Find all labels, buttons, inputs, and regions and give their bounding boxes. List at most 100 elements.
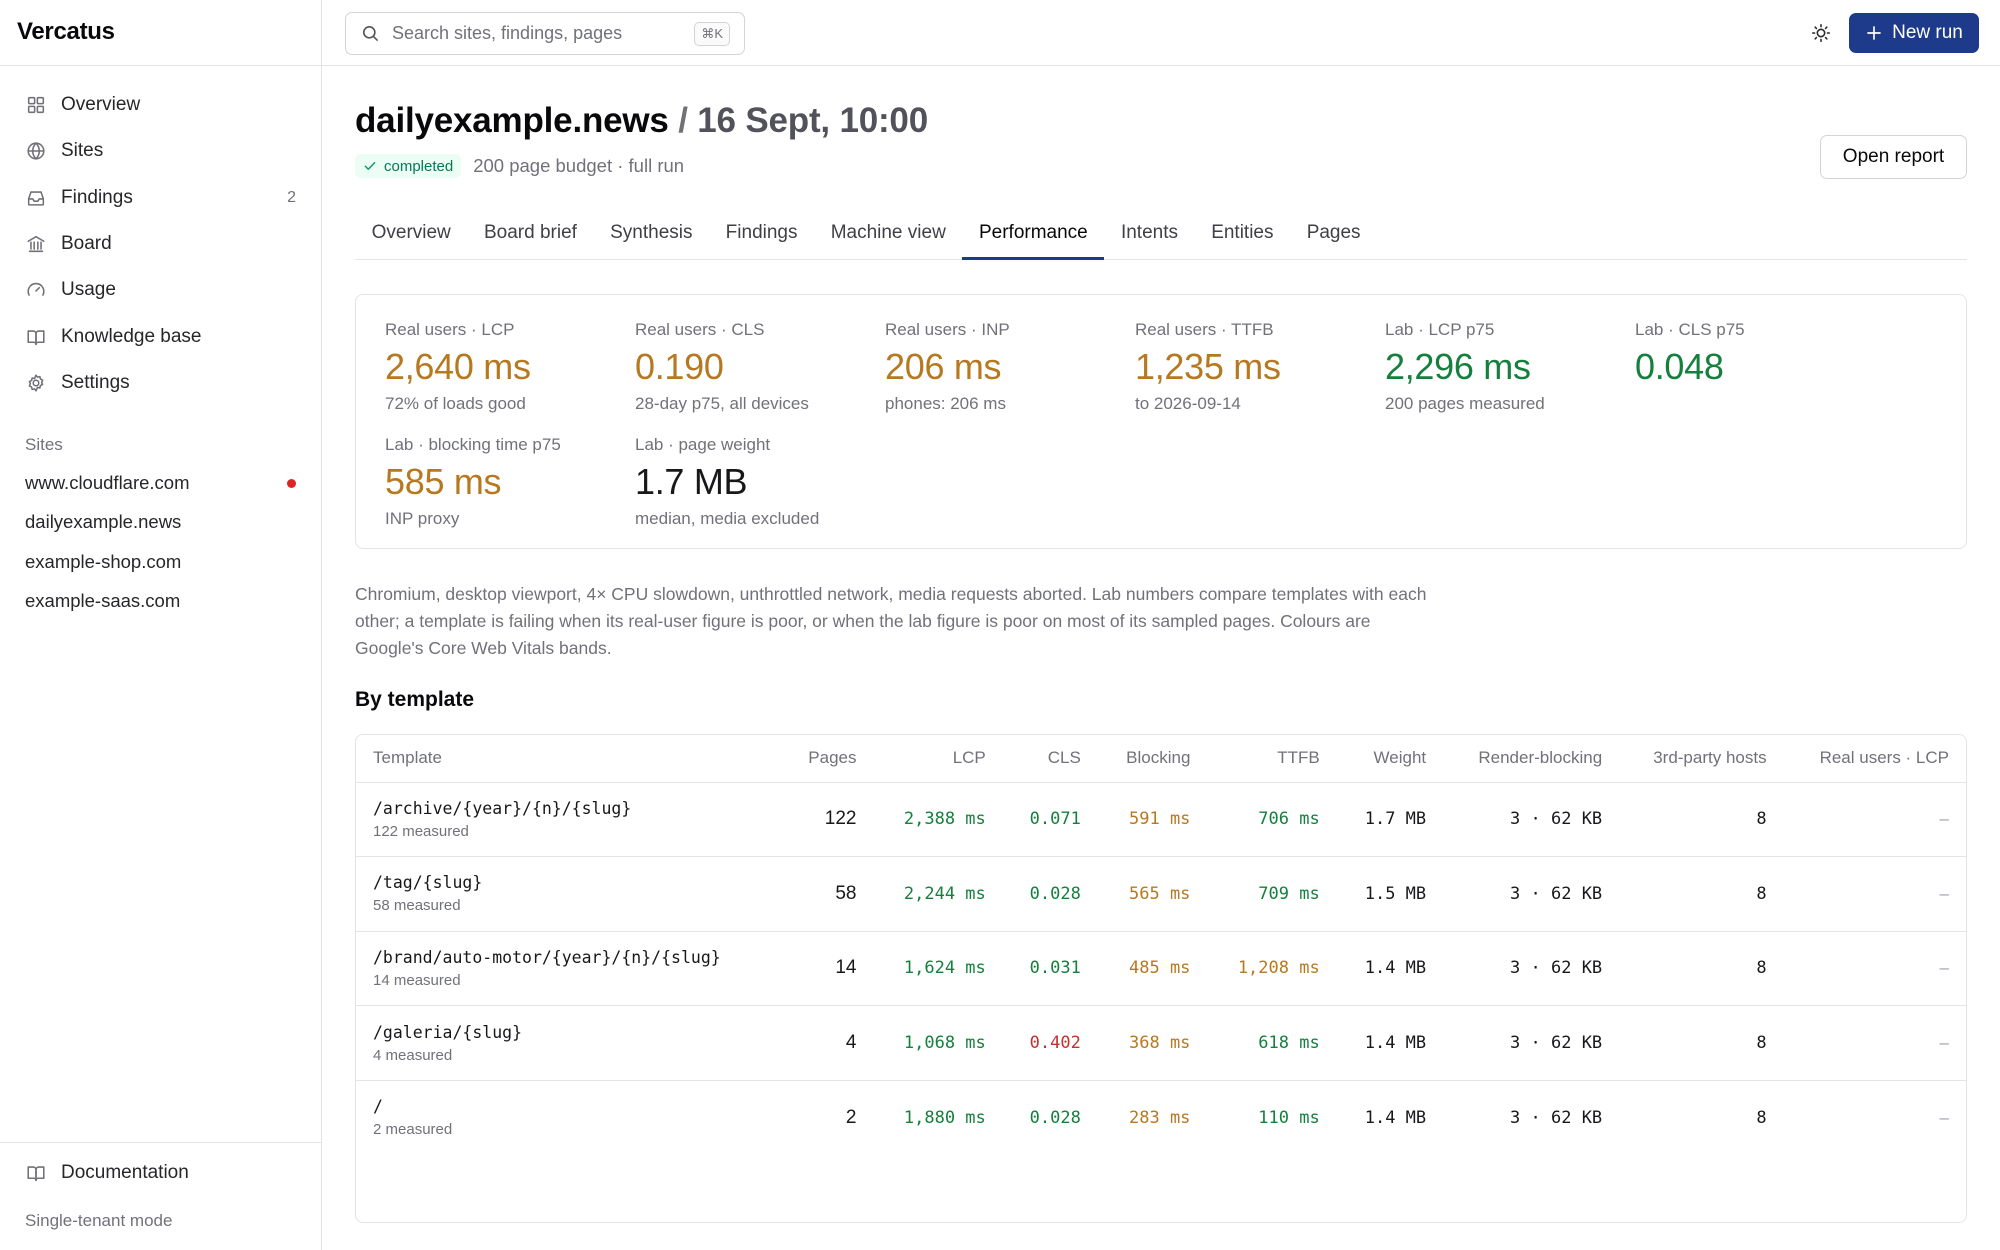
brand-logo[interactable]: Vercatus <box>17 18 115 45</box>
template-measured-count: 14 measured <box>373 971 461 989</box>
metric-subtext: INP proxy <box>385 509 460 528</box>
top-bar: ⌘K New run <box>322 0 2000 66</box>
book-icon <box>27 1166 45 1182</box>
cell-template: /tag/{slug} 58 measured <box>356 857 782 932</box>
inbox-icon <box>27 190 45 206</box>
sidebar-nav: Overview Sites Findings 2 Board Usage Kn… <box>0 82 322 406</box>
book-icon <box>27 329 45 345</box>
cell-template: /brand/auto-motor/{year}/{n}/{slug} 14 me… <box>356 931 782 1006</box>
table-row[interactable]: /tag/{slug} 58 measured 58 2,244 ms 0.028 565… <box>356 857 1966 932</box>
cell-template: / 2 measured <box>356 1080 782 1155</box>
site-item-example-saas[interactable]: example-saas.com <box>0 582 322 622</box>
metric-lab-page-weight: Lab · page weight 1.7 MB median, media e… <box>635 435 875 529</box>
metric-value: 1.7 MB <box>635 461 748 502</box>
template-path[interactable]: /archive/{year}/{n}/{slug} <box>373 798 632 818</box>
search-input[interactable] <box>392 23 692 44</box>
metric-value: 585 ms <box>385 461 502 502</box>
tab-entities[interactable]: Entities <box>1211 221 1274 243</box>
tab-findings[interactable]: Findings <box>725 221 798 243</box>
sites-section-heading: Sites <box>25 435 63 454</box>
site-item-cloudflare[interactable]: www.cloudflare.com <box>0 463 322 503</box>
documentation-link[interactable]: Documentation <box>25 1162 189 1184</box>
alert-dot <box>287 479 296 488</box>
column-header-pages[interactable]: Pages <box>808 748 857 768</box>
column-header-blocking[interactable]: Blocking <box>1126 748 1191 768</box>
open-report-button[interactable]: Open report <box>1820 135 1967 179</box>
metric-label: Lab · page weight <box>635 435 771 454</box>
sidebar-item-sites[interactable]: Sites <box>0 128 322 174</box>
plus-icon <box>1867 26 1881 40</box>
site-item-dailyexample[interactable]: dailyexample.news <box>0 503 322 543</box>
cell-third-party-hosts: 8 <box>1756 1107 1767 1128</box>
site-item-label: example-shop.com <box>25 550 182 572</box>
site-item-label: dailyexample.news <box>25 511 182 533</box>
metric-subtext: to 2026-09-14 <box>1135 394 1241 413</box>
sun-icon <box>1811 23 1831 43</box>
column-header-ttfb[interactable]: TTFB <box>1277 748 1320 768</box>
cell-blocking: 368 ms <box>1129 1033 1191 1054</box>
theme-toggle-button[interactable] <box>1806 18 1836 48</box>
template-path[interactable]: /tag/{slug} <box>373 873 483 893</box>
sidebar-item-knowledge-base[interactable]: Knowledge base <box>0 313 322 359</box>
cell-ttfb: 709 ms <box>1258 883 1320 904</box>
metric-label: Real users · LCP <box>385 320 515 339</box>
cell-blocking: 485 ms <box>1129 958 1191 979</box>
tab-overview[interactable]: Overview <box>371 221 451 243</box>
cell-render-blocking: 3 · 62 KB <box>1510 809 1603 830</box>
cell-pages: 58 <box>835 882 857 904</box>
sidebar-divider <box>0 65 322 66</box>
new-run-button[interactable]: New run <box>1849 13 1979 53</box>
sidebar-item-label: Findings <box>61 186 133 208</box>
table-row[interactable]: / 2 measured 2 1,880 ms 0.028 283 ms 110 ms 1.4… <box>356 1080 1966 1155</box>
cell-ttfb: 706 ms <box>1258 809 1320 830</box>
table-row[interactable]: /brand/auto-motor/{year}/{n}/{slug} 14 me… <box>356 931 1966 1006</box>
run-tabs: Overview Board brief Synthesis Findings … <box>355 206 1967 260</box>
metric-label: Lab · CLS p75 <box>1635 320 1745 339</box>
sidebar-item-settings[interactable]: Settings <box>0 360 322 406</box>
tab-performance[interactable]: Performance <box>962 206 1105 260</box>
cell-pages: 14 <box>835 957 857 979</box>
metric-subtext: 28-day p75, all devices <box>635 394 809 413</box>
metric-subtext: 200 pages measured <box>1385 394 1545 413</box>
sidebar-item-board[interactable]: Board <box>0 221 322 267</box>
column-header-third-party-hosts[interactable]: 3rd-party hosts <box>1653 748 1767 768</box>
cell-render-blocking: 3 · 62 KB <box>1510 1107 1603 1128</box>
column-header-cls[interactable]: CLS <box>1047 748 1081 768</box>
column-header-render-blocking[interactable]: Render-blocking <box>1478 748 1603 768</box>
sidebar-item-usage[interactable]: Usage <box>0 267 322 313</box>
sidebar: Vercatus Overview Sites Findings 2 Board… <box>0 0 322 1250</box>
template-path[interactable]: /brand/auto-motor/{year}/{n}/{slug} <box>373 947 721 967</box>
cell-render-blocking: 3 · 62 KB <box>1510 958 1603 979</box>
sidebar-item-findings[interactable]: Findings 2 <box>0 175 322 221</box>
table-row[interactable]: /galeria/{slug} 4 measured 4 1,068 ms 0.402 3… <box>356 1006 1966 1081</box>
tab-synthesis[interactable]: Synthesis <box>610 221 693 243</box>
site-item-example-shop[interactable]: example-shop.com <box>0 542 322 582</box>
cell-ttfb: 618 ms <box>1258 1033 1320 1054</box>
column-header-real-users-lcp[interactable]: Real users · LCP <box>1819 748 1949 768</box>
template-path[interactable]: /galeria/{slug} <box>373 1022 523 1042</box>
column-header-weight[interactable]: Weight <box>1373 748 1427 768</box>
template-path[interactable]: / <box>373 1097 383 1117</box>
cell-cls: 0.071 <box>1029 809 1081 830</box>
check-icon <box>364 162 376 170</box>
cell-cls: 0.028 <box>1029 1107 1081 1128</box>
tab-pages[interactable]: Pages <box>1306 221 1361 243</box>
metric-label: Real users · TTFB <box>1135 320 1274 339</box>
column-header-lcp[interactable]: LCP <box>952 748 986 768</box>
cell-template: /archive/{year}/{n}/{slug} 122 measured <box>356 782 782 857</box>
metric-value: 1,235 ms <box>1135 346 1281 387</box>
globe-icon <box>27 142 45 161</box>
cell-weight: 1.7 MB <box>1364 809 1427 830</box>
site-list: www.cloudflare.com dailyexample.news exa… <box>0 463 322 621</box>
metric-subtext: phones: 206 ms <box>885 394 1006 413</box>
search-box[interactable]: ⌘K <box>345 12 745 55</box>
tab-board-brief[interactable]: Board brief <box>483 221 577 243</box>
tab-machine-view[interactable]: Machine view <box>830 221 946 243</box>
sidebar-item-overview[interactable]: Overview <box>0 82 322 128</box>
metric-value: 0.190 <box>635 346 724 387</box>
tab-intents[interactable]: Intents <box>1120 221 1178 243</box>
table-row[interactable]: /archive/{year}/{n}/{slug} 122 measured 12… <box>356 782 1966 857</box>
search-icon <box>362 25 379 42</box>
cell-lcp: 1,624 ms <box>903 958 986 979</box>
column-header-template[interactable]: Template <box>373 748 442 768</box>
